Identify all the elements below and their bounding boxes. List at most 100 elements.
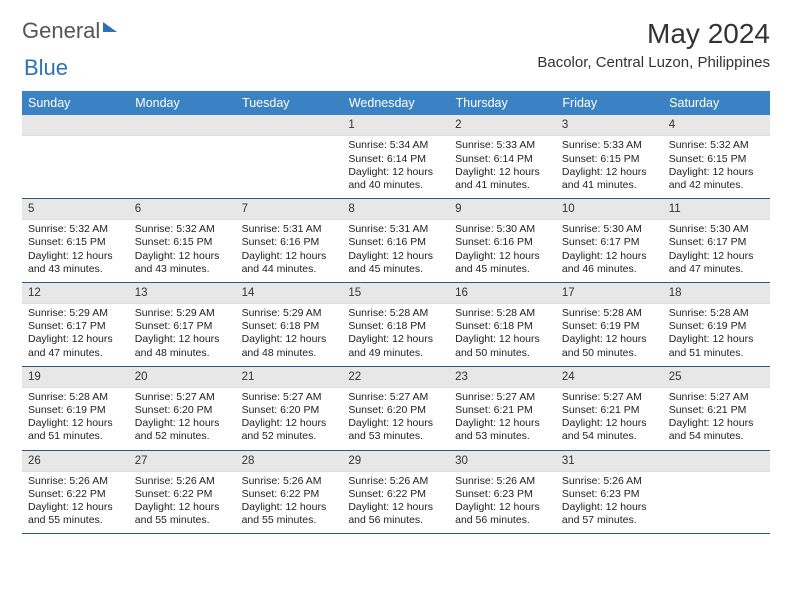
day-number: 1	[342, 115, 449, 136]
day-number: 26	[22, 451, 129, 472]
day-number: 31	[556, 451, 663, 472]
calendar-cell	[663, 450, 770, 534]
calendar-row: 26Sunrise: 5:26 AMSunset: 6:22 PMDayligh…	[22, 450, 770, 534]
day-details: Sunrise: 5:31 AMSunset: 6:16 PMDaylight:…	[342, 220, 449, 282]
calendar-cell: 26Sunrise: 5:26 AMSunset: 6:22 PMDayligh…	[22, 450, 129, 534]
day-number: 3	[556, 115, 663, 136]
day-details: Sunrise: 5:32 AMSunset: 6:15 PMDaylight:…	[22, 220, 129, 282]
brand-part1: General	[22, 18, 100, 44]
calendar-cell: 20Sunrise: 5:27 AMSunset: 6:20 PMDayligh…	[129, 366, 236, 450]
day-number: 6	[129, 199, 236, 220]
day-details: Sunrise: 5:28 AMSunset: 6:19 PMDaylight:…	[663, 304, 770, 366]
day-number: 13	[129, 283, 236, 304]
calendar-cell: 7Sunrise: 5:31 AMSunset: 6:16 PMDaylight…	[236, 198, 343, 282]
day-number: 21	[236, 367, 343, 388]
calendar-cell: 31Sunrise: 5:26 AMSunset: 6:23 PMDayligh…	[556, 450, 663, 534]
day-number: 20	[129, 367, 236, 388]
day-details: Sunrise: 5:26 AMSunset: 6:23 PMDaylight:…	[556, 472, 663, 534]
day-details: Sunrise: 5:27 AMSunset: 6:20 PMDaylight:…	[342, 388, 449, 450]
day-number: 11	[663, 199, 770, 220]
calendar-row: 5Sunrise: 5:32 AMSunset: 6:15 PMDaylight…	[22, 198, 770, 282]
brand-mark-icon	[103, 22, 117, 32]
calendar-cell: 24Sunrise: 5:27 AMSunset: 6:21 PMDayligh…	[556, 366, 663, 450]
day-details: Sunrise: 5:32 AMSunset: 6:15 PMDaylight:…	[129, 220, 236, 282]
calendar-cell: 27Sunrise: 5:26 AMSunset: 6:22 PMDayligh…	[129, 450, 236, 534]
day-number: 19	[22, 367, 129, 388]
day-details: Sunrise: 5:27 AMSunset: 6:20 PMDaylight:…	[129, 388, 236, 450]
weekday-header-row: SundayMondayTuesdayWednesdayThursdayFrid…	[22, 91, 770, 115]
day-number: 18	[663, 283, 770, 304]
calendar-cell: 14Sunrise: 5:29 AMSunset: 6:18 PMDayligh…	[236, 282, 343, 366]
day-details: Sunrise: 5:30 AMSunset: 6:17 PMDaylight:…	[556, 220, 663, 282]
day-number: 29	[342, 451, 449, 472]
day-details: Sunrise: 5:27 AMSunset: 6:21 PMDaylight:…	[663, 388, 770, 450]
day-details: Sunrise: 5:33 AMSunset: 6:14 PMDaylight:…	[449, 136, 556, 198]
day-details: Sunrise: 5:33 AMSunset: 6:15 PMDaylight:…	[556, 136, 663, 198]
day-number: 22	[342, 367, 449, 388]
day-number: 17	[556, 283, 663, 304]
day-details: Sunrise: 5:26 AMSunset: 6:22 PMDaylight:…	[129, 472, 236, 534]
calendar-cell: 16Sunrise: 5:28 AMSunset: 6:18 PMDayligh…	[449, 282, 556, 366]
day-number: 28	[236, 451, 343, 472]
calendar-cell: 29Sunrise: 5:26 AMSunset: 6:22 PMDayligh…	[342, 450, 449, 534]
calendar-row: 12Sunrise: 5:29 AMSunset: 6:17 PMDayligh…	[22, 282, 770, 366]
calendar-cell	[129, 115, 236, 198]
weekday-header: Friday	[556, 91, 663, 115]
calendar-cell: 13Sunrise: 5:29 AMSunset: 6:17 PMDayligh…	[129, 282, 236, 366]
day-number: 8	[342, 199, 449, 220]
day-number: 12	[22, 283, 129, 304]
day-number: 2	[449, 115, 556, 136]
day-number: 15	[342, 283, 449, 304]
month-title: May 2024	[537, 18, 770, 50]
day-details: Sunrise: 5:26 AMSunset: 6:22 PMDaylight:…	[22, 472, 129, 534]
day-details: Sunrise: 5:28 AMSunset: 6:18 PMDaylight:…	[342, 304, 449, 366]
calendar-cell: 10Sunrise: 5:30 AMSunset: 6:17 PMDayligh…	[556, 198, 663, 282]
calendar-cell: 28Sunrise: 5:26 AMSunset: 6:22 PMDayligh…	[236, 450, 343, 534]
calendar-cell: 22Sunrise: 5:27 AMSunset: 6:20 PMDayligh…	[342, 366, 449, 450]
calendar-row: 1Sunrise: 5:34 AMSunset: 6:14 PMDaylight…	[22, 115, 770, 198]
weekday-header: Sunday	[22, 91, 129, 115]
day-details: Sunrise: 5:27 AMSunset: 6:20 PMDaylight:…	[236, 388, 343, 450]
day-details: Sunrise: 5:27 AMSunset: 6:21 PMDaylight:…	[449, 388, 556, 450]
day-number: 7	[236, 199, 343, 220]
calendar-cell: 4Sunrise: 5:32 AMSunset: 6:15 PMDaylight…	[663, 115, 770, 198]
day-details: Sunrise: 5:29 AMSunset: 6:18 PMDaylight:…	[236, 304, 343, 366]
day-details: Sunrise: 5:30 AMSunset: 6:16 PMDaylight:…	[449, 220, 556, 282]
day-details: Sunrise: 5:30 AMSunset: 6:17 PMDaylight:…	[663, 220, 770, 282]
calendar-row: 19Sunrise: 5:28 AMSunset: 6:19 PMDayligh…	[22, 366, 770, 450]
weekday-header: Wednesday	[342, 91, 449, 115]
calendar-cell: 19Sunrise: 5:28 AMSunset: 6:19 PMDayligh…	[22, 366, 129, 450]
calendar-cell: 3Sunrise: 5:33 AMSunset: 6:15 PMDaylight…	[556, 115, 663, 198]
location-text: Bacolor, Central Luzon, Philippines	[537, 54, 770, 71]
calendar-cell: 8Sunrise: 5:31 AMSunset: 6:16 PMDaylight…	[342, 198, 449, 282]
weekday-header: Saturday	[663, 91, 770, 115]
day-details: Sunrise: 5:29 AMSunset: 6:17 PMDaylight:…	[22, 304, 129, 366]
day-details: Sunrise: 5:26 AMSunset: 6:22 PMDaylight:…	[342, 472, 449, 534]
calendar-cell: 23Sunrise: 5:27 AMSunset: 6:21 PMDayligh…	[449, 366, 556, 450]
day-number: 24	[556, 367, 663, 388]
day-details: Sunrise: 5:32 AMSunset: 6:15 PMDaylight:…	[663, 136, 770, 198]
calendar-cell: 11Sunrise: 5:30 AMSunset: 6:17 PMDayligh…	[663, 198, 770, 282]
day-number: 16	[449, 283, 556, 304]
title-block: May 2024 Bacolor, Central Luzon, Philipp…	[537, 18, 770, 71]
calendar-cell: 12Sunrise: 5:29 AMSunset: 6:17 PMDayligh…	[22, 282, 129, 366]
day-number: 9	[449, 199, 556, 220]
day-number: 23	[449, 367, 556, 388]
day-details: Sunrise: 5:28 AMSunset: 6:18 PMDaylight:…	[449, 304, 556, 366]
calendar-cell: 25Sunrise: 5:27 AMSunset: 6:21 PMDayligh…	[663, 366, 770, 450]
day-details: Sunrise: 5:26 AMSunset: 6:22 PMDaylight:…	[236, 472, 343, 534]
calendar-cell: 17Sunrise: 5:28 AMSunset: 6:19 PMDayligh…	[556, 282, 663, 366]
day-details: Sunrise: 5:29 AMSunset: 6:17 PMDaylight:…	[129, 304, 236, 366]
day-details: Sunrise: 5:34 AMSunset: 6:14 PMDaylight:…	[342, 136, 449, 198]
day-number: 14	[236, 283, 343, 304]
calendar-cell: 9Sunrise: 5:30 AMSunset: 6:16 PMDaylight…	[449, 198, 556, 282]
day-number: 27	[129, 451, 236, 472]
weekday-header: Monday	[129, 91, 236, 115]
day-details: Sunrise: 5:31 AMSunset: 6:16 PMDaylight:…	[236, 220, 343, 282]
calendar-table: SundayMondayTuesdayWednesdayThursdayFrid…	[22, 91, 770, 534]
day-number: 30	[449, 451, 556, 472]
calendar-cell: 2Sunrise: 5:33 AMSunset: 6:14 PMDaylight…	[449, 115, 556, 198]
calendar-cell: 1Sunrise: 5:34 AMSunset: 6:14 PMDaylight…	[342, 115, 449, 198]
day-number: 25	[663, 367, 770, 388]
calendar-cell	[22, 115, 129, 198]
